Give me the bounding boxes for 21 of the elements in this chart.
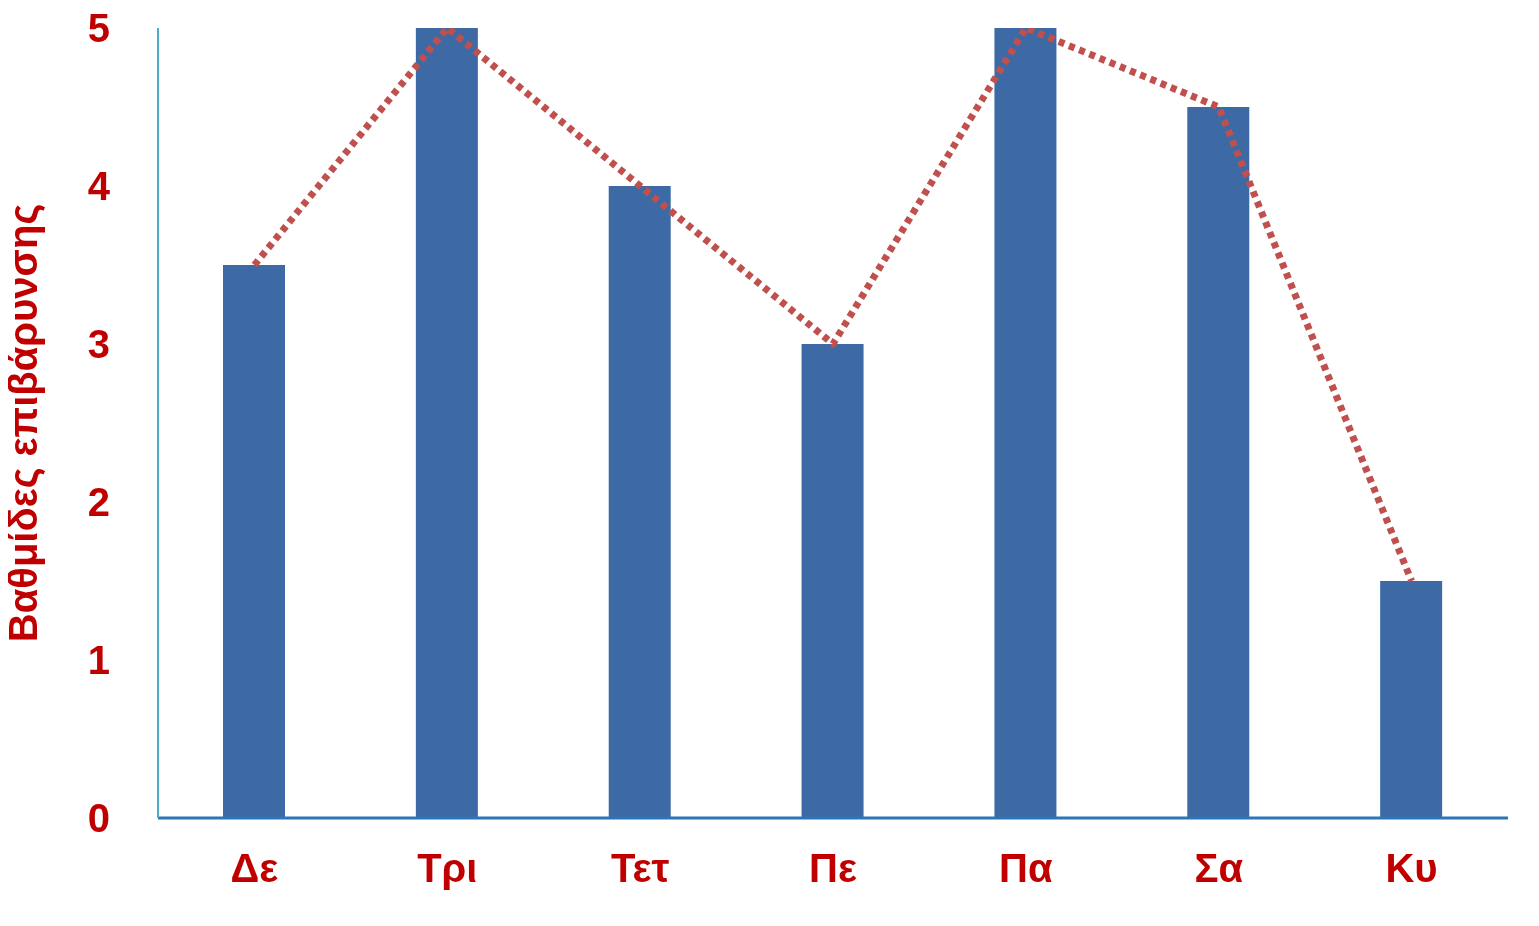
y-tick-label: 4 [87,164,111,209]
bar [608,186,671,818]
bar [1187,107,1250,818]
bar [415,28,478,818]
bar [994,28,1057,818]
y-tick-label: 5 [87,6,110,51]
y-tick-label: 0 [87,796,110,841]
x-tick-label: Δε [230,846,279,891]
x-tick-label: Πα [999,846,1053,891]
x-tick-label: Κυ [1385,846,1438,891]
bar [223,265,285,818]
x-tick-label: Σα [1194,846,1244,891]
y-tick-label: 1 [87,638,110,683]
y-axis-title: Βαθμίδες επιβάρυνσης [1,203,47,643]
bar [801,344,864,818]
x-tick-label: Τρι [417,846,478,891]
x-tick-label: Τετ [610,846,670,891]
x-tick-label: Πε [809,846,857,891]
y-tick-label: 3 [87,322,110,367]
bar [1380,581,1443,818]
y-tick-label: 2 [87,480,110,525]
